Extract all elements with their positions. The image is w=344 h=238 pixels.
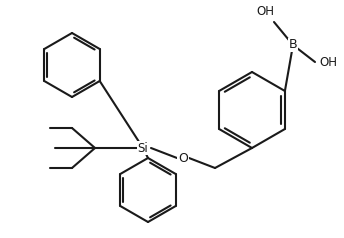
Text: OH: OH xyxy=(319,55,337,69)
Text: OH: OH xyxy=(256,5,274,18)
Text: O: O xyxy=(178,152,188,164)
Text: B: B xyxy=(289,39,297,51)
Text: Si: Si xyxy=(138,142,148,154)
